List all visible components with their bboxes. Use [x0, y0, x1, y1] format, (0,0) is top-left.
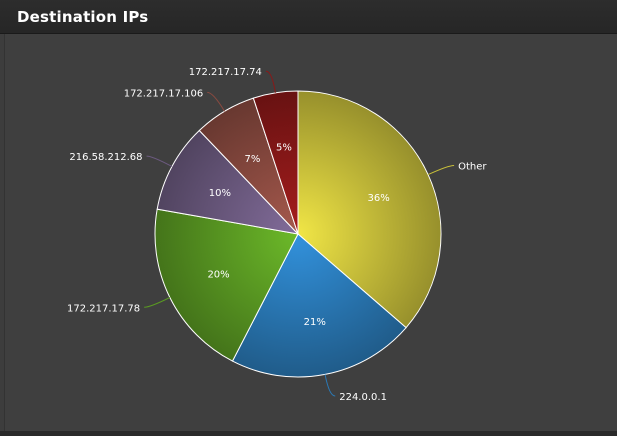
pie-percent-label: 21% [304, 317, 326, 328]
pie-slice-label: 172.217.17.106 [124, 88, 204, 99]
pie-connector-line [324, 374, 336, 397]
pie-slice-224-0-0-1[interactable] [231, 233, 407, 378]
panel-title: Destination IPs [17, 8, 149, 26]
pie-connector-line [144, 297, 171, 308]
pie-slice-other[interactable] [297, 90, 442, 329]
pie-connector-line [207, 91, 225, 112]
pie-percent-label: 10% [209, 188, 231, 199]
pie-slice-172-217-17-78[interactable] [154, 208, 299, 362]
pie-slice-label: 172.217.17.74 [189, 67, 262, 78]
panel-header: Destination IPs [0, 0, 617, 34]
pie-slice-label: 224.0.0.1 [339, 392, 387, 403]
panel-footer [0, 431, 617, 436]
pie-percent-label: 5% [276, 142, 292, 153]
pie-slice-172-217-17-74[interactable] [252, 90, 299, 235]
pie-slice-label: 216.58.212.68 [69, 152, 142, 163]
pie-slice-label: 172.217.17.78 [67, 303, 140, 314]
pie-percent-label: 36% [368, 193, 390, 204]
pie-slice-label: Other [458, 161, 487, 172]
pie-percent-label: 20% [207, 269, 229, 280]
pie-connector-line [146, 155, 173, 167]
pie-percent-label: 7% [245, 154, 261, 165]
pie-connector-line [265, 70, 276, 93]
pie-connector-line [427, 164, 455, 176]
